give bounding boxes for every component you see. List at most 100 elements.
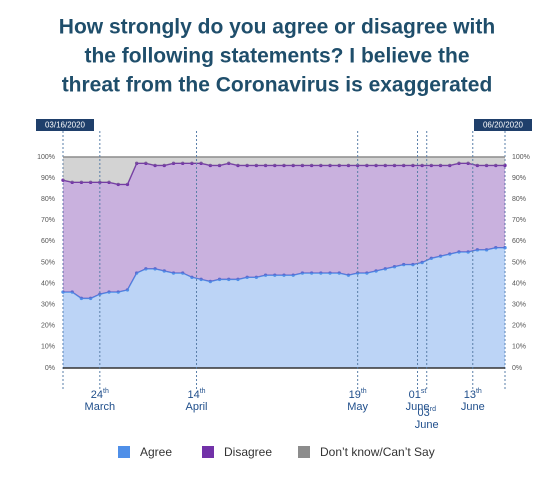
data-point: [494, 246, 498, 250]
data-point: [346, 273, 351, 277]
legend-label: Don’t know/Can’t Say: [320, 445, 435, 459]
y-tick-label: 100%: [37, 154, 55, 161]
data-point: [365, 163, 369, 168]
data-point: [365, 271, 369, 275]
data-point: [392, 265, 397, 269]
data-point: [411, 163, 415, 168]
y-tick-label: 90%: [41, 175, 55, 182]
legend-label: Disagree: [224, 445, 272, 459]
data-point: [309, 271, 314, 275]
data-point: [88, 180, 93, 185]
data-point: [420, 163, 424, 168]
data-point: [346, 163, 351, 168]
data-point: [98, 292, 102, 296]
data-point: [438, 163, 443, 168]
data-point: [309, 163, 314, 168]
data-point: [475, 163, 480, 168]
data-point: [162, 163, 166, 168]
data-point: [125, 288, 130, 292]
data-point: [217, 277, 222, 282]
data-point: [429, 256, 434, 260]
y-tick-label-right: 60%: [512, 238, 526, 245]
data-point: [199, 161, 203, 166]
data-point: [144, 161, 148, 166]
data-point: [337, 271, 341, 275]
y-tick-label: 80%: [41, 196, 55, 203]
data-point: [227, 277, 231, 282]
data-point: [263, 163, 268, 168]
data-point: [402, 163, 406, 168]
data-point: [319, 271, 323, 275]
data-point: [208, 279, 213, 284]
y-tick-label: 50%: [41, 259, 55, 266]
data-point: [254, 275, 259, 279]
y-tick-label: 30%: [41, 302, 55, 309]
end-date-box: [474, 119, 532, 131]
area: [63, 157, 505, 185]
data-point: [484, 163, 489, 168]
x-tick-label: 13th June: [461, 388, 485, 413]
data-point: [282, 163, 286, 168]
start-date: 03/16/2020: [45, 121, 86, 130]
data-point: [291, 273, 295, 277]
y-tick-label: 10%: [41, 344, 55, 351]
y-tick-label-right: 10%: [512, 344, 526, 351]
data-point: [484, 248, 489, 252]
data-point: [107, 180, 111, 185]
data-point: [374, 163, 378, 168]
data-point: [448, 252, 452, 256]
y-tick-label: 20%: [41, 323, 55, 330]
data-point: [475, 248, 480, 252]
y-tick-label-right: 0%: [512, 365, 522, 372]
data-point: [319, 163, 323, 168]
data-point: [70, 290, 74, 294]
data-point: [466, 250, 470, 254]
data-point: [153, 163, 157, 168]
data-point: [61, 290, 65, 294]
data-point: [457, 250, 461, 254]
data-point: [300, 163, 305, 168]
y-tick-label-right: 100%: [512, 154, 530, 161]
data-point: [420, 260, 424, 265]
data-point: [282, 273, 286, 277]
y-tick-label: 40%: [41, 280, 55, 287]
data-point: [171, 271, 176, 275]
data-point: [494, 163, 498, 168]
x-tick-label: 03rd June: [415, 406, 439, 431]
y-tick-label-right: 70%: [512, 217, 526, 224]
data-point: [134, 161, 139, 166]
y-tick-label: 70%: [41, 217, 55, 224]
y-tick-label-right: 30%: [512, 302, 526, 309]
data-point: [98, 180, 102, 185]
data-point: [70, 180, 74, 185]
start-date-box: [36, 119, 94, 131]
data-point: [374, 269, 378, 273]
chart-title: the following statements? I believe the: [84, 45, 469, 68]
area: [63, 163, 505, 299]
data-point: [171, 161, 176, 166]
data-point: [402, 262, 406, 267]
data-point: [116, 290, 120, 294]
data-point: [448, 163, 452, 168]
data-point: [273, 163, 277, 168]
data-point: [254, 163, 259, 168]
legend-swatch: [118, 446, 130, 458]
data-point: [79, 296, 84, 301]
data-point: [411, 262, 415, 267]
x-tick-label: 01st June: [406, 388, 430, 413]
data-point: [162, 269, 166, 273]
data-point: [134, 271, 139, 275]
y-tick-label-right: 80%: [512, 196, 526, 203]
data-point: [383, 267, 387, 271]
data-point: [328, 163, 332, 168]
data-point: [227, 161, 231, 166]
data-point: [328, 271, 332, 275]
chart-title: How strongly do you agree or disagree wi…: [59, 16, 495, 39]
data-point: [61, 178, 65, 182]
data-point: [429, 163, 434, 168]
data-point: [503, 246, 507, 250]
end-date: 06/20/2020: [483, 121, 524, 130]
data-point: [273, 273, 277, 277]
data-point: [245, 275, 249, 279]
data-point: [392, 163, 397, 168]
